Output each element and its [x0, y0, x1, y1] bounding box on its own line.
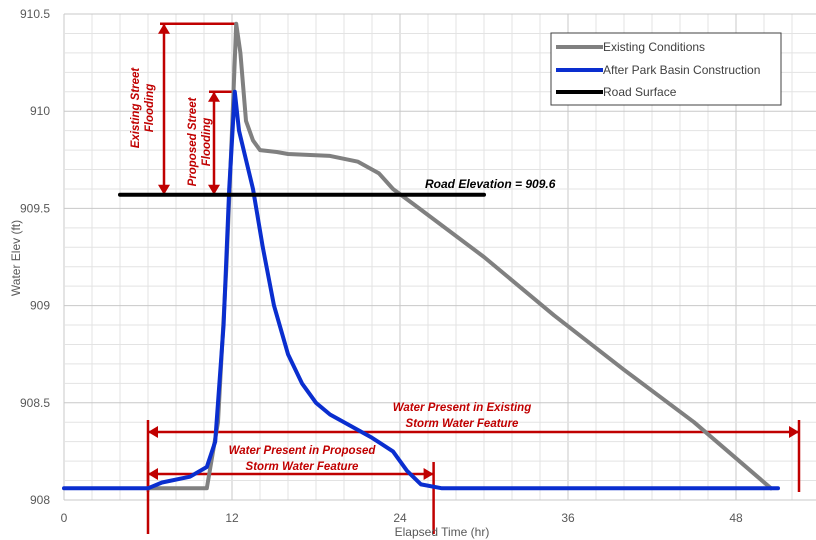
proposed-flooding-arrow-head-top [208, 91, 220, 102]
proposed-flooding-arrow-head-bottom [208, 184, 220, 195]
y-tick-label: 908.5 [20, 396, 50, 410]
x-axis-title: Elapsed Time (hr) [395, 525, 490, 539]
chart-grid [63, 13, 816, 501]
y-tick-label: 909 [30, 299, 50, 313]
proposed-flooding-label: Proposed Street Flooding [187, 96, 213, 186]
series-layer [62, 21, 780, 491]
existing-feature-arrow-head-left [148, 426, 158, 438]
y-tick-label: 909.5 [20, 201, 50, 215]
existing-flooding-label-line2: Flooding [144, 84, 156, 133]
y-tick-label: 910.5 [20, 7, 50, 21]
legend-label-existing: Existing Conditions [603, 40, 705, 54]
x-tick-label: 24 [393, 511, 407, 525]
x-tick-label: 36 [561, 511, 575, 525]
existing-flooding-arrow-head-top [158, 23, 170, 34]
existing-flooding-label: Existing Street Flooding [130, 67, 156, 149]
y-tick-label: 910 [30, 104, 50, 118]
axis-ticks: 0 12 24 36 48 908 908.5 909 909.5 910 910.5 [20, 7, 743, 525]
x-tick-label: 0 [61, 511, 68, 525]
legend: Existing Conditions After Park Basin Con… [550, 32, 782, 106]
legend-label-road: Road Surface [603, 85, 677, 99]
proposed-flooding-label-line2: Flooding [201, 118, 213, 167]
y-axis-title: Water Elev (ft) [9, 220, 23, 296]
proposed-feature-label-line2: Storm Water Feature [246, 461, 360, 473]
existing-feature-label-line1: Water Present in Existing [393, 402, 531, 414]
proposed-flooding-label-line1: Proposed Street [187, 96, 199, 186]
legend-label-after-park: After Park Basin Construction [603, 63, 760, 77]
existing-flooding-label-line1: Existing Street [130, 67, 142, 149]
existing-feature-arrow-head-right [789, 426, 799, 438]
y-tick-label: 908 [30, 493, 50, 507]
series-after-park-basin [62, 89, 780, 491]
existing-feature-label-line2: Storm Water Feature [406, 418, 520, 430]
proposed-feature-label-line1: Water Present in Proposed [229, 445, 377, 457]
x-tick-label: 48 [729, 511, 743, 525]
road-elevation-label: Road Elevation = 909.6 [425, 177, 556, 191]
x-tick-label: 12 [225, 511, 239, 525]
annotation-arrows [146, 22, 801, 534]
existing-flooding-arrow-head-bottom [158, 184, 170, 195]
proposed-feature-arrow-head-right [423, 468, 434, 480]
proposed-feature-arrow-head-left [148, 468, 158, 480]
